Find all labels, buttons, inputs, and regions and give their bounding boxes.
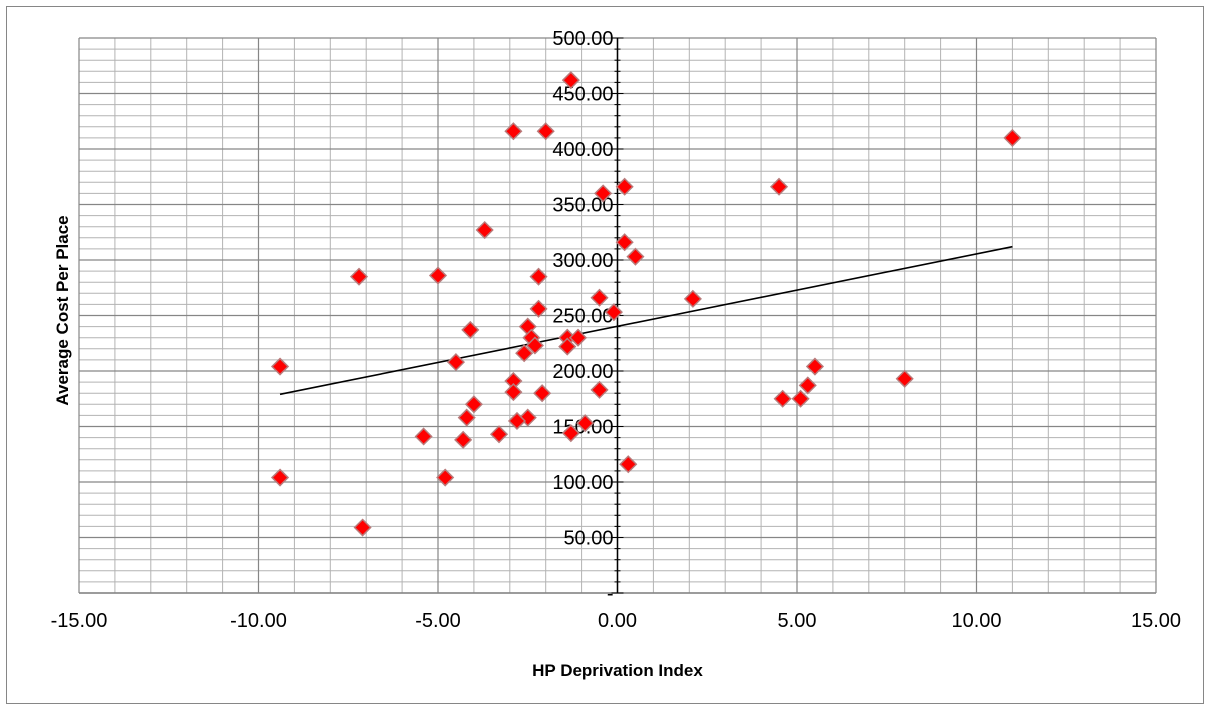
data-point (461, 320, 480, 339)
data-point (769, 177, 789, 196)
data-point (446, 353, 466, 372)
data-point (536, 122, 555, 141)
x-axis-ticks: -15.00 -10.00 -5.00 0.00 5.00 10.00 15.00 (51, 610, 1181, 632)
x-tick-label: -10.00 (230, 610, 287, 632)
data-point (428, 266, 448, 285)
chart-area (6, 6, 1204, 704)
y-tick-label: 300.00 (552, 250, 613, 272)
data-point (590, 380, 609, 399)
data-point (529, 267, 548, 286)
trendline (279, 245, 1013, 396)
data-point (533, 384, 552, 403)
y-tick-label: 100.00 (552, 472, 613, 494)
data-point (895, 369, 914, 388)
data-point (619, 455, 638, 474)
data-point (529, 299, 548, 318)
data-point (507, 411, 527, 431)
y-tick-label: 250.00 (552, 306, 613, 328)
data-point (414, 427, 433, 446)
data-point (594, 184, 613, 203)
data-point (576, 414, 595, 433)
x-tick-label: 15.00 (1131, 610, 1181, 632)
y-axis-title: Average Cost Per Place (53, 215, 72, 405)
data-point (561, 424, 580, 443)
data-point (349, 267, 369, 286)
data-point (464, 395, 483, 414)
data-point (457, 408, 476, 427)
data-point (475, 220, 494, 240)
data-point (805, 357, 825, 376)
data-point (436, 468, 455, 487)
y-tick-label: 200.00 (552, 361, 613, 383)
y-tick-label: 50.00 (563, 528, 613, 550)
data-point (353, 518, 372, 537)
y-tick-label: 350.00 (552, 195, 613, 217)
x-tick-label: -5.00 (415, 610, 461, 632)
data-point (1003, 128, 1022, 147)
data-point (568, 328, 588, 347)
y-tick-label: 500.00 (552, 28, 613, 50)
x-axis-title: HP Deprivation Index (532, 661, 703, 680)
x-tick-label: 10.00 (951, 610, 1001, 632)
trendline-group (279, 245, 1013, 396)
data-point (604, 303, 623, 322)
data-point (683, 289, 702, 308)
data-point (615, 233, 634, 252)
y-tick-label: 400.00 (552, 139, 613, 161)
x-tick-label: 0.00 (598, 610, 637, 632)
data-point (615, 177, 634, 196)
data-point (270, 357, 290, 376)
data-point (773, 389, 792, 408)
y-tick-label: 450.00 (552, 84, 613, 106)
data-point (558, 337, 577, 356)
x-tick-label: -15.00 (51, 610, 108, 632)
data-point (454, 430, 473, 449)
data-point (590, 288, 609, 307)
data-point (504, 383, 523, 402)
data-point (561, 71, 580, 90)
data-point (270, 468, 290, 487)
data-point (525, 336, 544, 355)
y-tick-label: - (607, 583, 614, 605)
data-point (626, 247, 645, 266)
data-point (515, 344, 534, 363)
data-point (489, 425, 509, 444)
data-points (270, 71, 1022, 537)
data-point (791, 389, 810, 408)
x-tick-label: 5.00 (778, 610, 817, 632)
data-point (504, 122, 523, 141)
data-point (798, 376, 817, 395)
